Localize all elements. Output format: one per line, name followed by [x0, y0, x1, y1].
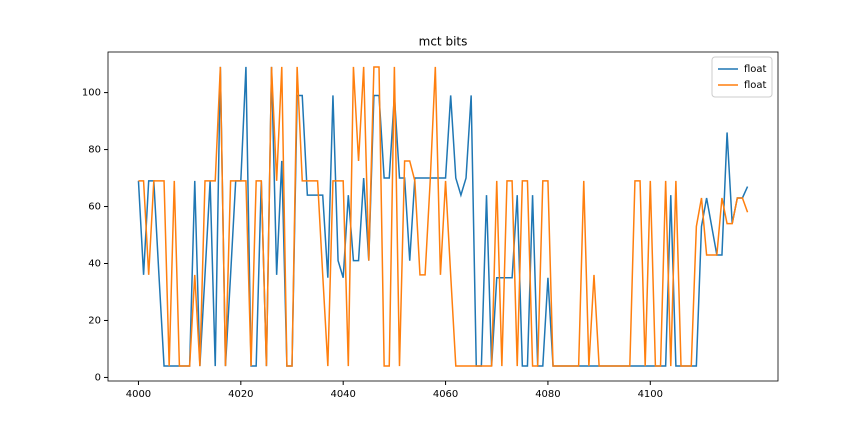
x-tick-label: 4040 — [330, 389, 355, 400]
x-tick-label: 4080 — [535, 389, 560, 400]
legend-label: float — [744, 64, 767, 75]
y-tick-label: 80 — [88, 145, 101, 156]
y-tick-label: 60 — [88, 202, 101, 213]
x-tick-label: 4100 — [638, 389, 663, 400]
y-tick-label: 0 — [95, 372, 101, 383]
series-line — [138, 66, 749, 367]
plot-frame — [107, 51, 779, 382]
y-tick-label: 40 — [88, 259, 101, 270]
legend-box — [711, 56, 773, 98]
y-tick-label: 20 — [88, 315, 101, 326]
x-tick-label: 4020 — [228, 389, 253, 400]
y-tick-label: 100 — [82, 88, 101, 99]
x-tick-label: 4000 — [126, 389, 151, 400]
x-tick-label: 4060 — [433, 389, 458, 400]
chart-title: mct bits — [419, 35, 468, 49]
legend-label: float — [744, 80, 767, 91]
